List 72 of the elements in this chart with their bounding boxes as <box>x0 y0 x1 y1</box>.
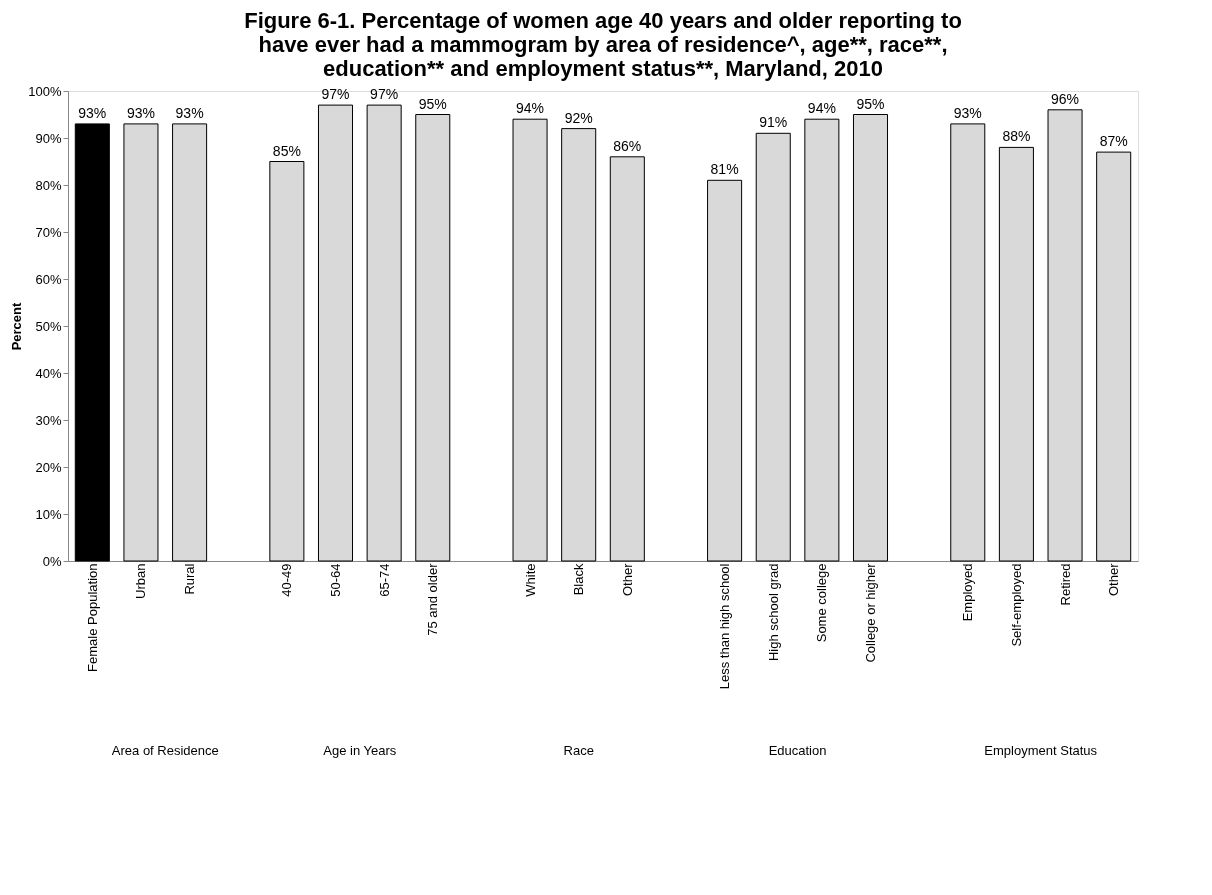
x-tick-label: Other <box>1106 562 1122 597</box>
data-label: 93% <box>126 104 155 121</box>
bar <box>609 156 645 562</box>
bar <box>707 179 743 562</box>
bar <box>172 123 208 562</box>
data-label: 93% <box>175 104 204 121</box>
y-tick-label: 50% <box>35 318 62 334</box>
bar <box>950 123 986 562</box>
bar <box>998 146 1034 562</box>
x-tick-label: Rural <box>182 563 198 595</box>
data-label: 94% <box>807 100 836 117</box>
y-tick-label: 20% <box>35 459 62 475</box>
y-tick-label: 10% <box>35 506 62 522</box>
x-tick-label: 50-64 <box>328 563 343 597</box>
data-label: 96% <box>1051 90 1080 107</box>
bar <box>1096 151 1132 562</box>
x-tick-label: 75 and older <box>425 562 441 636</box>
data-label: 93% <box>953 104 982 121</box>
y-tick-label: 40% <box>35 365 62 381</box>
data-label: 97% <box>370 86 399 103</box>
bar <box>317 104 354 562</box>
text: Area of Residence <box>111 743 219 758</box>
bar <box>852 114 889 562</box>
data-label: 87% <box>1099 133 1128 150</box>
data-label: 95% <box>418 95 447 112</box>
x-tick-label: High school grad <box>765 563 781 662</box>
bar <box>269 161 305 562</box>
bar <box>1047 109 1083 562</box>
x-tick-label: Employed <box>960 563 976 622</box>
x-tick-label: Other <box>619 562 635 597</box>
x-tick-label: College or higher <box>863 562 878 663</box>
data-label: 95% <box>856 95 885 112</box>
data-label: 81% <box>710 161 739 178</box>
data-label: 92% <box>564 109 593 126</box>
text: Race <box>563 743 594 758</box>
bar <box>512 118 548 562</box>
bar <box>415 114 451 562</box>
x-tick-label: Retired <box>1057 563 1073 606</box>
bar <box>755 132 791 562</box>
y-tick-label: 90% <box>35 130 62 146</box>
data-label: 85% <box>272 142 301 159</box>
data-label: 91% <box>759 114 788 131</box>
bar <box>123 123 159 562</box>
data-label: 93% <box>78 104 107 121</box>
x-tick-label: Self-employed <box>1008 563 1024 647</box>
x-tick-label: White <box>522 563 538 597</box>
y-tick-label: 80% <box>35 177 62 193</box>
x-tick-label: Some college <box>814 563 830 643</box>
y-tick-label: 60% <box>35 271 62 287</box>
y-tick-label: 70% <box>35 224 62 240</box>
y-tick-label: 0% <box>42 553 62 569</box>
y-tick-label: 100% <box>28 83 62 99</box>
y-tick-label: 30% <box>35 412 62 428</box>
text: Age in Years <box>323 743 397 758</box>
data-label: 88% <box>1002 128 1031 145</box>
text: Education <box>768 743 827 758</box>
data-label: 97% <box>321 86 350 103</box>
bar <box>561 128 597 562</box>
data-label: 94% <box>516 100 545 117</box>
bar <box>804 118 840 562</box>
x-tick-label: 40-49 <box>279 563 295 597</box>
x-tick-label: Less than high school <box>717 563 733 690</box>
bar <box>366 104 402 562</box>
chart-title: Figure 6-1. Percentage of women age 40 years and older reporting to have ever had a mammogram by area of residence^, age**, race**, education** and employment status**, Maryland, 2010 <box>244 8 962 81</box>
x-tick-label: 65-74 <box>376 563 392 597</box>
y-axis-title: Percent <box>9 301 25 351</box>
x-tick-label: Female Population <box>84 563 100 672</box>
x-tick-label: Urban <box>133 563 149 599</box>
bar <box>74 123 110 562</box>
data-label: 86% <box>613 137 642 154</box>
x-tick-label: Black <box>571 563 587 596</box>
text: Employment Status <box>984 743 1098 758</box>
